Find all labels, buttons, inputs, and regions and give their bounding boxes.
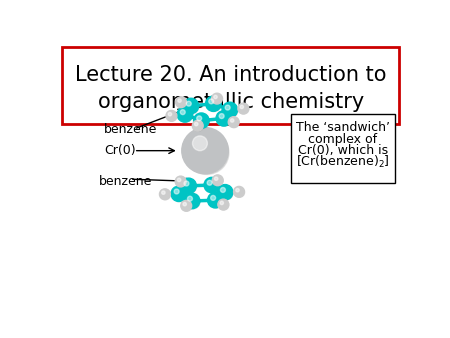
Circle shape [217, 185, 233, 200]
Circle shape [207, 193, 223, 208]
Text: [Cr(benzene)$_2$]: [Cr(benzene)$_2$] [296, 154, 390, 170]
Circle shape [220, 201, 224, 204]
Text: organometallic chemistry: organometallic chemistry [98, 92, 364, 112]
Circle shape [176, 97, 186, 107]
Circle shape [193, 136, 207, 151]
Circle shape [184, 99, 199, 114]
Circle shape [194, 122, 198, 126]
Circle shape [236, 189, 239, 192]
Circle shape [159, 189, 170, 200]
Circle shape [220, 188, 225, 192]
Circle shape [181, 201, 192, 211]
Circle shape [182, 179, 197, 194]
Circle shape [212, 94, 223, 104]
Circle shape [194, 113, 209, 128]
Circle shape [238, 104, 249, 114]
Text: complex of: complex of [308, 132, 378, 146]
Circle shape [218, 199, 229, 210]
Circle shape [230, 119, 234, 122]
Circle shape [229, 117, 239, 128]
Circle shape [183, 98, 199, 114]
FancyBboxPatch shape [291, 115, 395, 183]
Circle shape [166, 111, 177, 121]
Circle shape [204, 177, 220, 193]
Circle shape [192, 120, 203, 131]
Circle shape [178, 99, 181, 102]
Circle shape [212, 93, 222, 104]
Circle shape [207, 97, 221, 112]
Circle shape [205, 178, 220, 193]
Text: Cr(0): Cr(0) [104, 144, 136, 157]
Circle shape [160, 190, 171, 200]
Circle shape [211, 195, 216, 200]
Circle shape [177, 107, 193, 122]
Circle shape [181, 178, 196, 194]
Text: benzene: benzene [104, 123, 158, 136]
Circle shape [166, 111, 177, 121]
Circle shape [183, 202, 186, 206]
Circle shape [214, 95, 217, 99]
Circle shape [193, 121, 203, 131]
Circle shape [168, 113, 171, 116]
Circle shape [197, 116, 202, 121]
Circle shape [214, 177, 218, 180]
Circle shape [208, 194, 223, 208]
Circle shape [176, 177, 186, 187]
Circle shape [171, 186, 187, 201]
Circle shape [206, 96, 221, 112]
Circle shape [217, 112, 232, 126]
Circle shape [185, 194, 200, 209]
Circle shape [181, 200, 192, 211]
Circle shape [184, 193, 200, 209]
Circle shape [175, 176, 186, 187]
Circle shape [219, 114, 224, 119]
Circle shape [212, 175, 223, 186]
Circle shape [209, 99, 214, 104]
Circle shape [238, 103, 249, 114]
Circle shape [188, 196, 193, 201]
Circle shape [216, 111, 232, 126]
Circle shape [194, 114, 209, 128]
Circle shape [218, 186, 233, 200]
Circle shape [185, 130, 229, 174]
Circle shape [182, 127, 228, 174]
Text: benzene: benzene [99, 175, 152, 188]
Circle shape [180, 110, 185, 115]
Circle shape [228, 117, 239, 127]
Circle shape [234, 187, 245, 197]
Circle shape [207, 180, 212, 185]
Text: Lecture 20. An introduction to: Lecture 20. An introduction to [75, 65, 387, 85]
Text: The ‘sandwich’: The ‘sandwich’ [296, 121, 390, 134]
Circle shape [184, 181, 189, 186]
Circle shape [174, 189, 179, 194]
Circle shape [177, 178, 181, 182]
Circle shape [178, 108, 193, 122]
Circle shape [223, 103, 238, 118]
Circle shape [186, 101, 191, 106]
Circle shape [222, 102, 238, 118]
Circle shape [213, 176, 223, 186]
Circle shape [234, 186, 244, 197]
Circle shape [176, 98, 187, 108]
Circle shape [172, 187, 187, 202]
Circle shape [240, 105, 243, 108]
Circle shape [219, 200, 229, 210]
Circle shape [225, 105, 230, 110]
Text: Cr(0), which is: Cr(0), which is [298, 144, 388, 157]
FancyBboxPatch shape [62, 47, 399, 124]
Circle shape [162, 191, 165, 194]
